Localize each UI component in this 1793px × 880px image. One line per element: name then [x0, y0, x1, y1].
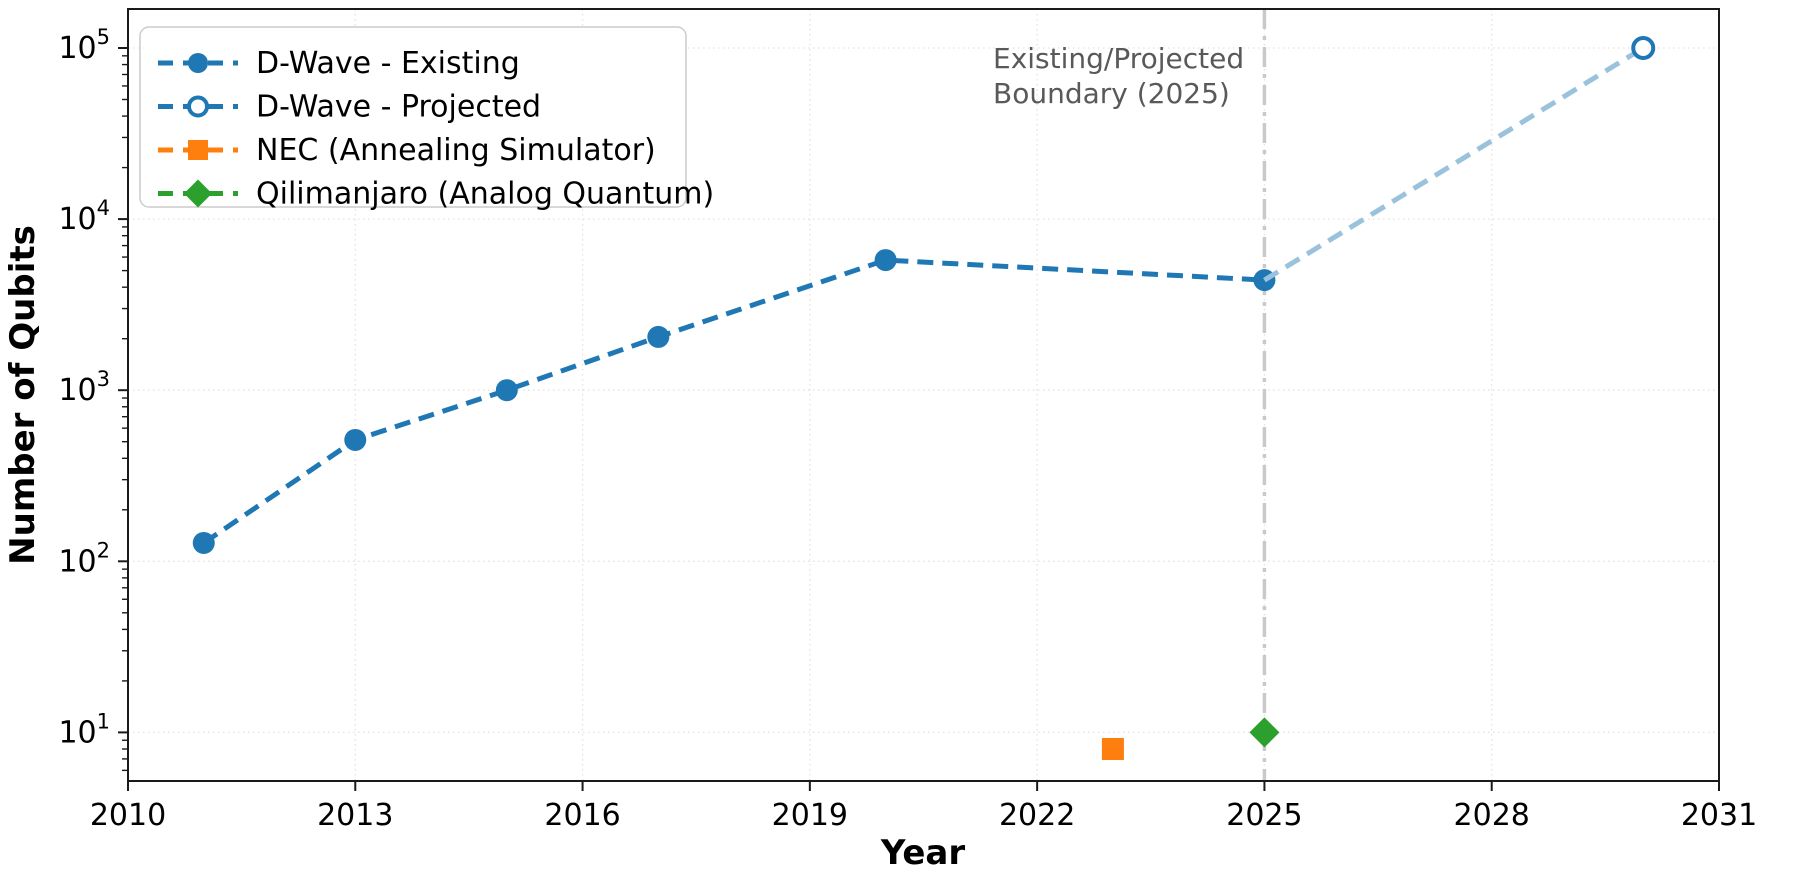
legend-label: D-Wave - Projected [256, 90, 541, 125]
y-tick-label: 102 [58, 538, 110, 579]
data-point-circle [188, 53, 208, 73]
x-tick-label: 2010 [90, 798, 166, 833]
legend: D-Wave - Existing D-Wave - Projected NEC (… [139, 26, 714, 212]
legend-item-d-wave-projected: D-Wave - Projected [158, 90, 541, 125]
legend-box [139, 26, 687, 208]
annotation-line1: Existing/Projected [993, 42, 1244, 75]
series-line [202, 257, 1265, 546]
x-tick-label: 2013 [317, 798, 393, 833]
y-tick-label: 105 [58, 25, 110, 66]
series-nec-annealing-simulator- [1101, 737, 1124, 760]
x-tick-label: 2016 [544, 798, 620, 833]
axes-spines-ticks [118, 8, 1720, 791]
data-point-square [188, 140, 208, 160]
legend-item-qilimanjaro-analog-quantum-: Qilimanjaro (Analog Quantum) [158, 177, 714, 212]
data-point-circle [495, 379, 518, 402]
legend-label: D-Wave - Existing [256, 46, 520, 81]
series-qilimanjaro-analog-quantum- [1249, 717, 1280, 748]
y-axis-label: Number of Qubits [3, 225, 43, 565]
legend-item-d-wave-existing: D-Wave - Existing [158, 46, 520, 81]
data-point-open-circle [187, 95, 209, 118]
data-point-open-circle [1631, 35, 1656, 60]
series-line [1263, 45, 1645, 283]
x-axis-label: Year [880, 833, 966, 873]
x-tick-label: 2022 [999, 798, 1075, 833]
data-point-diamond [184, 179, 212, 208]
y-tick-label: 104 [58, 196, 110, 237]
data-point-circle [874, 249, 897, 272]
data-point-circle [647, 325, 670, 348]
data-series [192, 35, 1656, 760]
x-tick-label: 2031 [1681, 798, 1757, 833]
legend-item-nec-annealing-simulator-: NEC (Annealing Simulator) [158, 133, 656, 168]
legend-label: Qilimanjaro (Analog Quantum) [256, 177, 714, 212]
plot-border [127, 8, 1720, 782]
series-d-wave-projected [1263, 35, 1656, 283]
tick-labels: 2010 2013 2016 2019 2022 2025 2028 2031 101 102 10… [58, 25, 1757, 833]
data-point-square [1101, 737, 1124, 760]
y-tick-label: 103 [58, 367, 110, 408]
x-tick-label: 2019 [772, 798, 848, 833]
legend-label: NEC (Annealing Simulator) [256, 133, 656, 168]
y-tick-label: 101 [58, 709, 110, 750]
data-point-circle [192, 531, 215, 554]
x-tick-label: 2028 [1454, 798, 1530, 833]
data-point-circle [344, 428, 367, 451]
data-point-diamond [1249, 717, 1280, 748]
annotation-line2: Boundary (2025) [993, 77, 1230, 110]
x-tick-label: 2025 [1226, 798, 1302, 833]
